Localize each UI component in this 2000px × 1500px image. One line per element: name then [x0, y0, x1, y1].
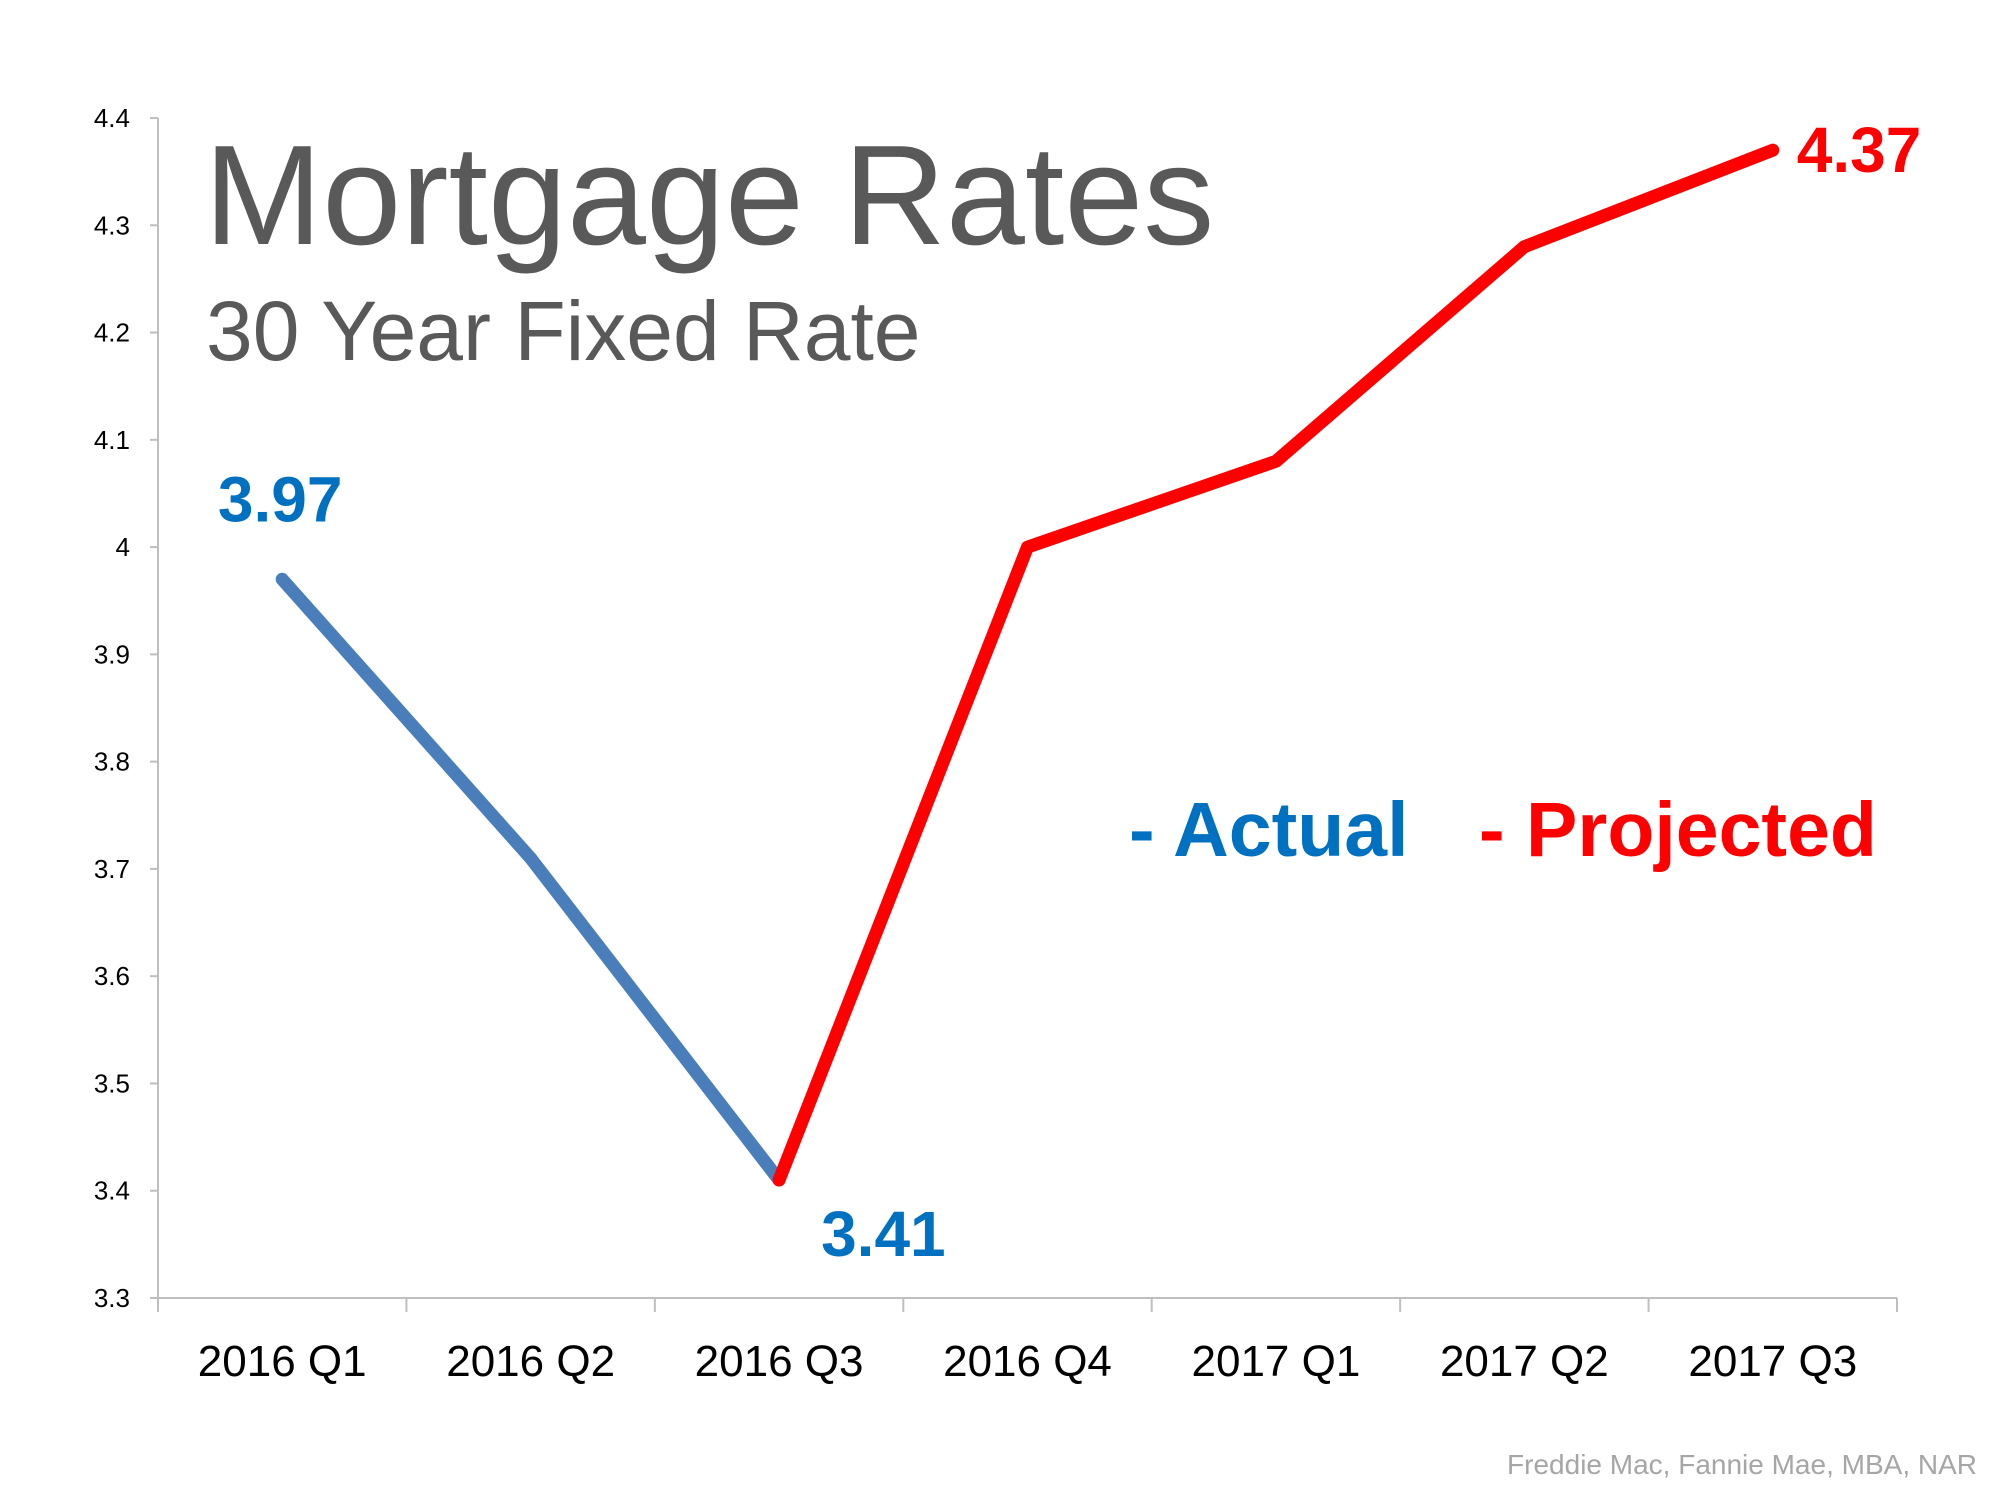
y-tick-label: 4 — [116, 532, 130, 562]
legend-label: - Actual — [1129, 787, 1409, 873]
data-label: 3.41 — [821, 1198, 946, 1270]
legend-label: - Projected — [1479, 787, 1877, 873]
x-tick-label: 2016 Q4 — [943, 1337, 1112, 1386]
x-tick-label: 2016 Q1 — [198, 1337, 367, 1386]
y-tick-label: 3.4 — [94, 1176, 130, 1206]
y-tick-label: 3.5 — [94, 1068, 130, 1098]
y-tick-label: 3.6 — [94, 961, 130, 991]
chart-subtitle: 30 Year Fixed Rate — [206, 284, 921, 378]
x-tick-label: 2016 Q3 — [695, 1337, 864, 1386]
y-tick-label: 3.3 — [94, 1283, 130, 1313]
y-tick-label: 3.8 — [94, 747, 130, 777]
x-tick-label: 2016 Q2 — [446, 1337, 615, 1386]
data-line — [772, 143, 1780, 1187]
x-tick-label: 2017 Q2 — [1440, 1337, 1609, 1386]
y-tick-label: 4.4 — [94, 103, 130, 133]
y-tick-label: 3.9 — [94, 639, 130, 669]
data-line — [275, 572, 786, 1187]
data-label: 3.97 — [218, 463, 343, 535]
y-tick-label: 4.2 — [94, 318, 130, 348]
source-note: Freddie Mac, Fannie Mae, MBA, NAR — [1507, 1449, 1977, 1480]
x-tick-label: 2017 Q1 — [1192, 1337, 1361, 1386]
x-tick-label: 2017 Q3 — [1688, 1337, 1857, 1386]
y-tick-label: 4.3 — [94, 210, 130, 240]
chart-title: Mortgage Rates — [204, 116, 1214, 275]
y-tick-label: 3.7 — [94, 854, 130, 884]
data-label: 4.37 — [1797, 114, 1922, 186]
y-tick-label: 4.1 — [94, 425, 130, 455]
